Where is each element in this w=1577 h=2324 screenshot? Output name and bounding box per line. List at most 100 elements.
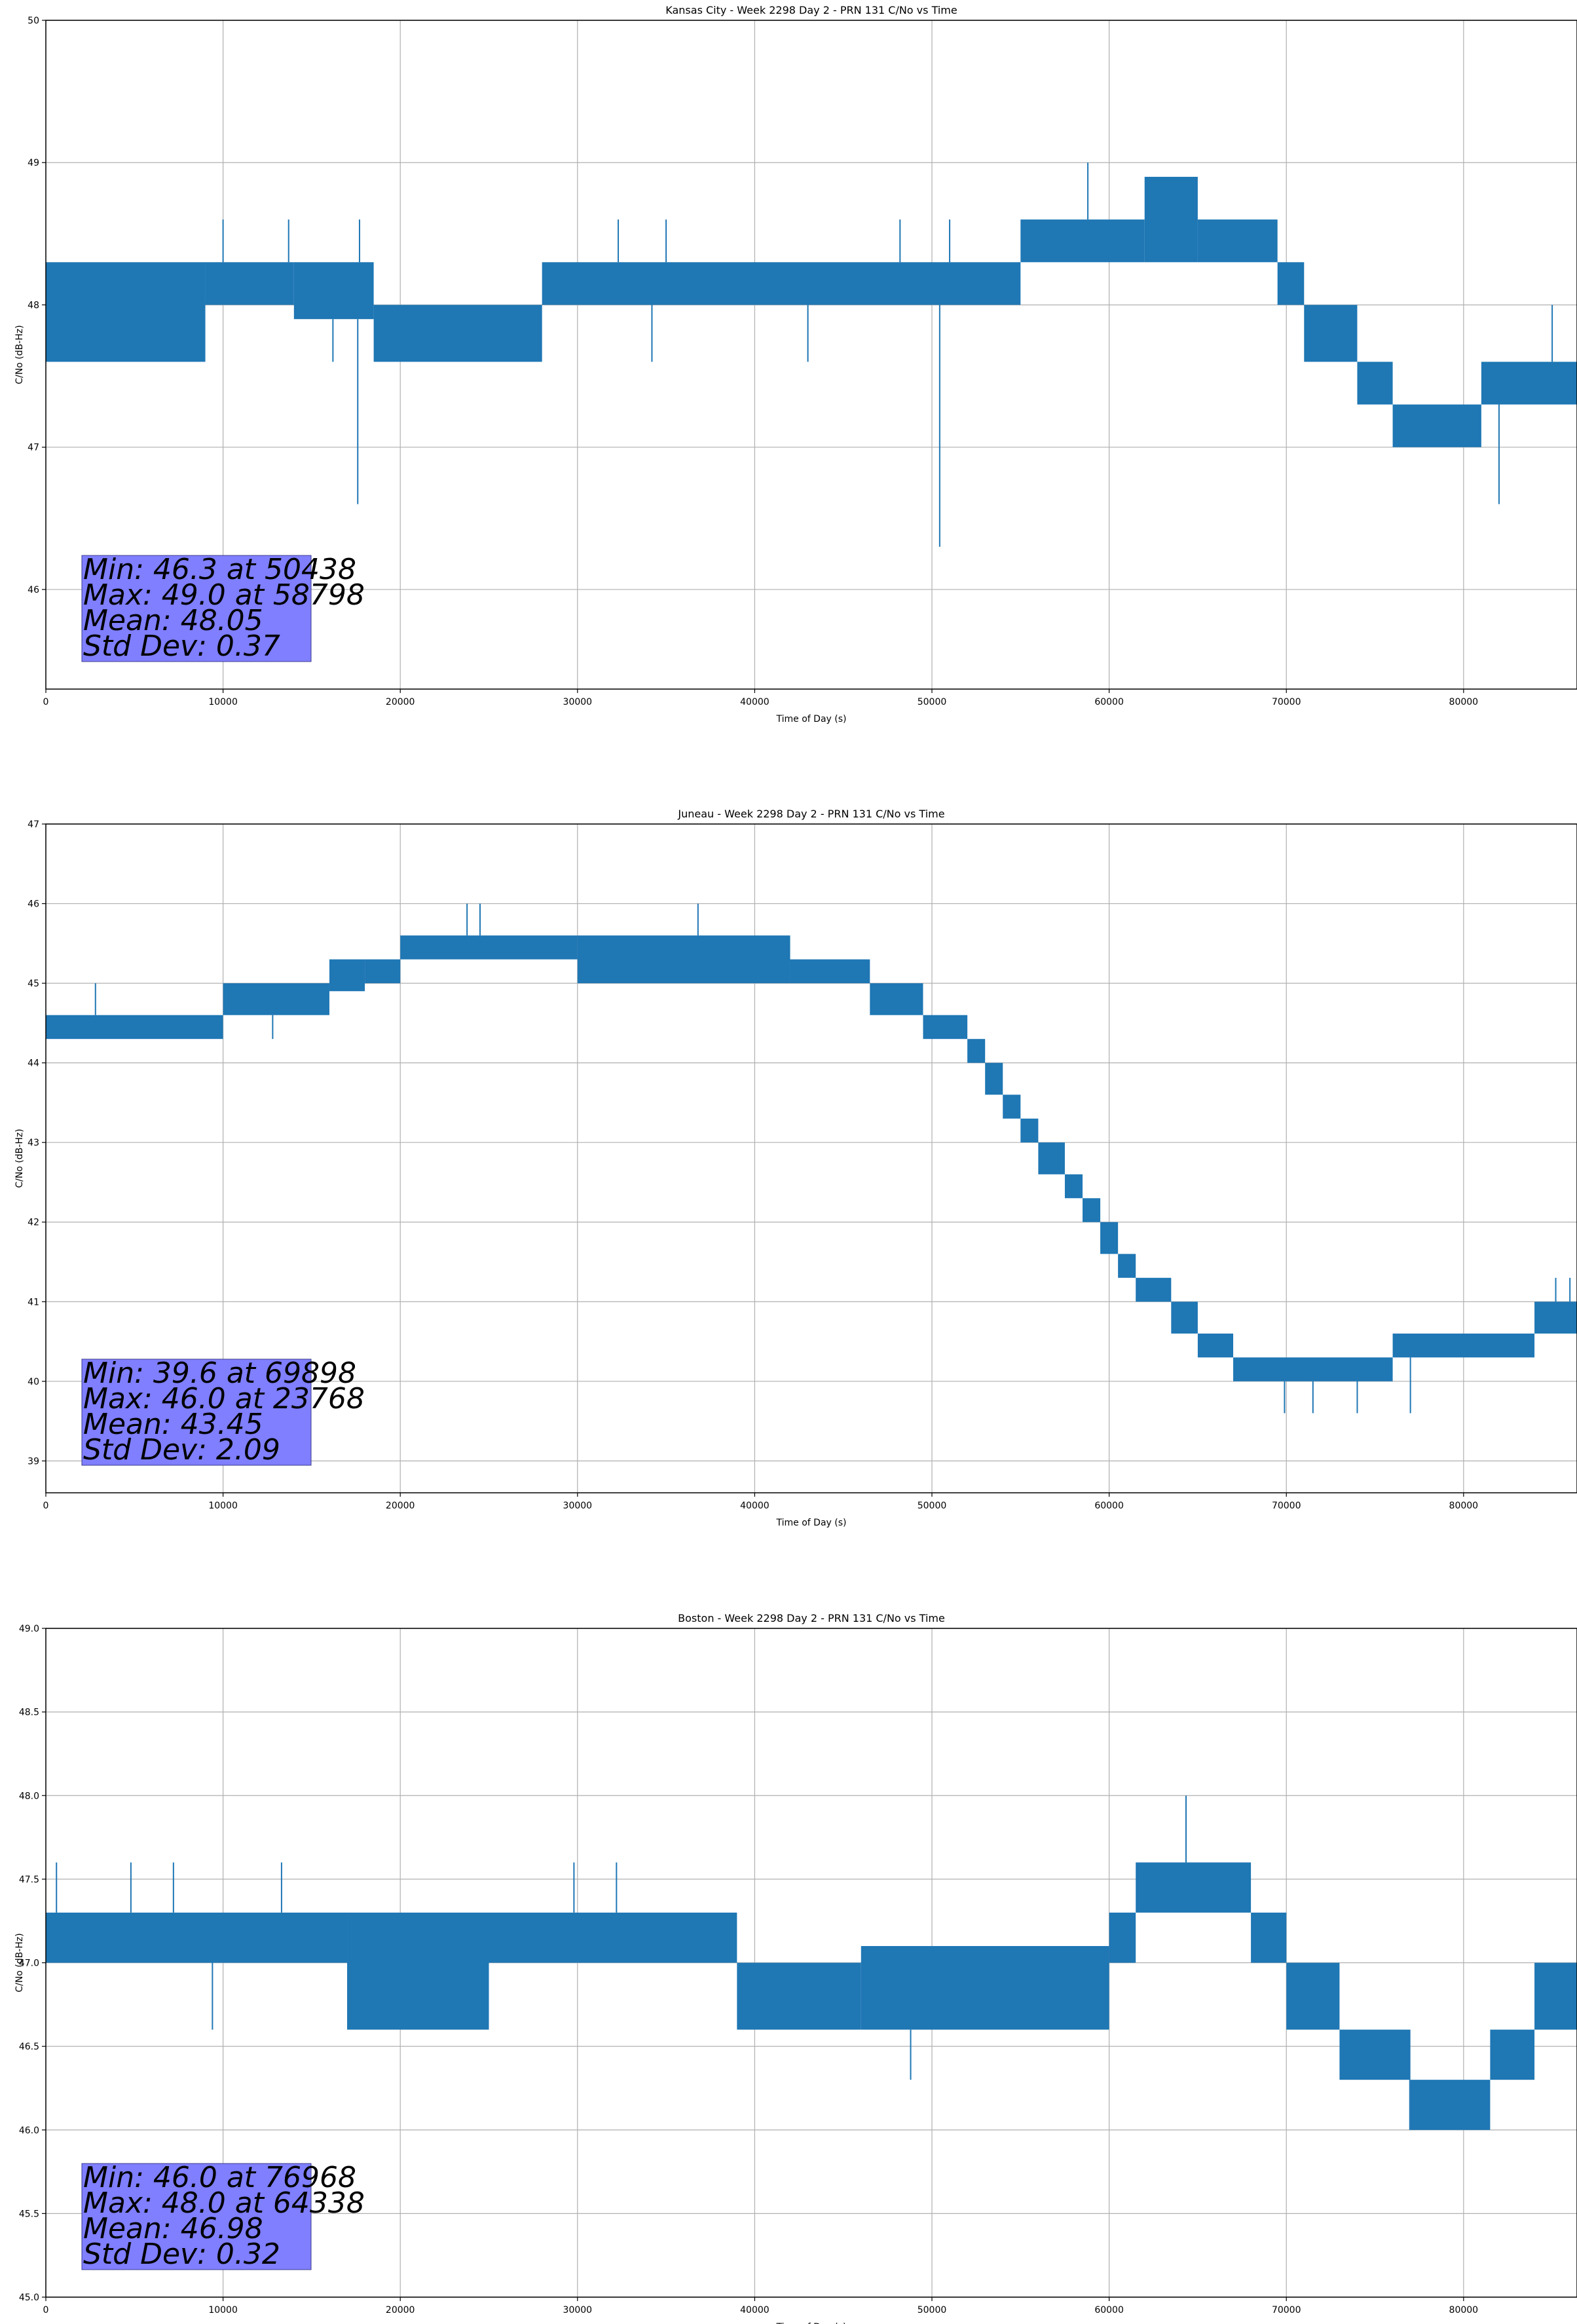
data-band <box>542 262 1021 305</box>
x-tick-label: 80000 <box>1449 1501 1479 1511</box>
x-tick-label: 60000 <box>1094 1501 1124 1511</box>
data-band <box>1038 1142 1065 1174</box>
chart-title: Kansas City - Week 2298 Day 2 - PRN 131 … <box>665 4 957 16</box>
x-tick-label: 10000 <box>208 697 238 707</box>
axes-frame <box>45 20 1577 690</box>
data-band <box>46 1912 348 1963</box>
data-band <box>1100 1222 1119 1254</box>
y-tick-label: 49.0 <box>19 1624 39 1634</box>
data-band <box>1534 1302 1577 1334</box>
data-band <box>46 1015 223 1040</box>
chart-title: Juneau - Week 2298 Day 2 - PRN 131 C/No … <box>677 808 944 820</box>
stats-box <box>81 1359 312 1466</box>
data-band <box>1339 2029 1411 2080</box>
data-band <box>205 262 294 305</box>
y-tick-label: 46 <box>28 899 39 910</box>
data-band <box>1534 1962 1577 2030</box>
chart-panel-2: 0 10000 20000 30000 40000 50000 60000 70000 8000… <box>14 808 1577 1528</box>
data-band <box>1197 219 1278 263</box>
y-tick-label: 48.0 <box>19 1791 39 1801</box>
y-tick-label: 46.5 <box>19 2042 39 2052</box>
data-band <box>1083 1198 1101 1222</box>
y-tick-label: 42 <box>28 1218 39 1228</box>
data-band <box>1136 1862 1252 1913</box>
data-band <box>737 1962 861 2030</box>
y-tick-label: 46.0 <box>19 2126 39 2136</box>
data-band <box>1197 1333 1234 1358</box>
y-axis-label: C/No (dB-Hz) <box>14 1933 25 1992</box>
stats-text-2: Max: 49.0 at 58798 <box>83 578 365 612</box>
axes-frame <box>45 823 1577 1493</box>
x-tick-label: 40000 <box>740 2305 770 2315</box>
x-tick-label: 50000 <box>918 697 947 707</box>
x-tick-label: 50000 <box>918 1501 947 1511</box>
data-band <box>1003 1095 1021 1119</box>
data-band <box>373 305 542 362</box>
data-band <box>1357 362 1393 405</box>
data-band <box>1020 219 1145 263</box>
data-band <box>1118 1254 1136 1278</box>
x-axis-label: Time of Day (s) <box>776 714 847 724</box>
y-tick-label: 47 <box>28 443 39 453</box>
y-tick-label: 45 <box>28 979 39 989</box>
x-tick-label: 40000 <box>740 697 770 707</box>
data-band <box>1392 404 1481 447</box>
data-band <box>923 1015 968 1040</box>
stats-text-1: Min: 39.6 at 69898 <box>83 1357 356 1390</box>
data-band <box>1277 262 1305 305</box>
data-band <box>1020 1118 1039 1143</box>
data-band <box>489 1912 737 1963</box>
data-band <box>1286 1962 1340 2030</box>
y-tick-label: 47 <box>28 819 39 830</box>
x-tick-label: 80000 <box>1449 697 1479 707</box>
y-tick-label: 49 <box>28 158 39 168</box>
y-axis-label: C/No (dB-Hz) <box>14 1129 25 1188</box>
data-band <box>365 959 401 984</box>
y-tick-label: 45.5 <box>19 2209 39 2219</box>
y-tick-label: 44 <box>28 1059 39 1069</box>
stats-text-4: Std Dev: 2.09 <box>83 1433 280 1467</box>
data-band <box>1064 1174 1083 1199</box>
data-band <box>1144 176 1198 263</box>
stats-text-2: Max: 46.0 at 23768 <box>83 1382 365 1415</box>
y-tick-label: 40 <box>28 1377 39 1387</box>
y-tick-label: 50 <box>28 16 39 26</box>
data-band <box>1109 1912 1136 1963</box>
x-tick-label: 40000 <box>740 1501 770 1511</box>
data-band <box>1251 1912 1287 1963</box>
data-band <box>223 983 329 1015</box>
stats-box <box>81 2163 312 2270</box>
y-tick-label: 41 <box>28 1297 39 1307</box>
x-tick-label: 60000 <box>1094 697 1124 707</box>
y-axis-label: C/No (dB-Hz) <box>14 325 25 384</box>
stats-text-4: Std Dev: 0.37 <box>83 629 280 663</box>
stats-text-4: Std Dev: 0.32 <box>83 2238 280 2271</box>
x-tick-label: 30000 <box>563 2305 593 2315</box>
data-band <box>967 1039 986 1063</box>
data-band <box>1481 362 1577 405</box>
chart-panel-1: 0 10000 20000 30000 40000 50000 60000 70000 8000… <box>14 4 1577 724</box>
data-band <box>400 935 578 960</box>
data-band <box>1410 2080 1491 2130</box>
stats-box <box>81 555 312 662</box>
data-band <box>329 959 365 992</box>
x-tick-label: 80000 <box>1449 2305 1479 2315</box>
data-band <box>861 1945 1109 2030</box>
stats-text-2: Max: 48.0 at 64338 <box>83 2186 365 2220</box>
x-tick-label: 10000 <box>208 1501 238 1511</box>
x-tick-label: 30000 <box>563 1501 593 1511</box>
x-tick-label: 0 <box>43 1501 49 1511</box>
y-tick-label: 48 <box>28 300 39 310</box>
data-band <box>46 262 206 362</box>
data-band <box>1136 1277 1172 1302</box>
data-band <box>1392 1333 1535 1358</box>
x-tick-label: 20000 <box>386 2305 415 2315</box>
data-band <box>347 1912 489 2030</box>
data-band <box>985 1062 1003 1095</box>
data-band <box>1171 1302 1198 1334</box>
y-tick-label: 48.5 <box>19 1708 39 1718</box>
x-tick-label: 20000 <box>386 697 415 707</box>
x-tick-label: 10000 <box>208 2305 238 2315</box>
data-band <box>1304 305 1358 362</box>
